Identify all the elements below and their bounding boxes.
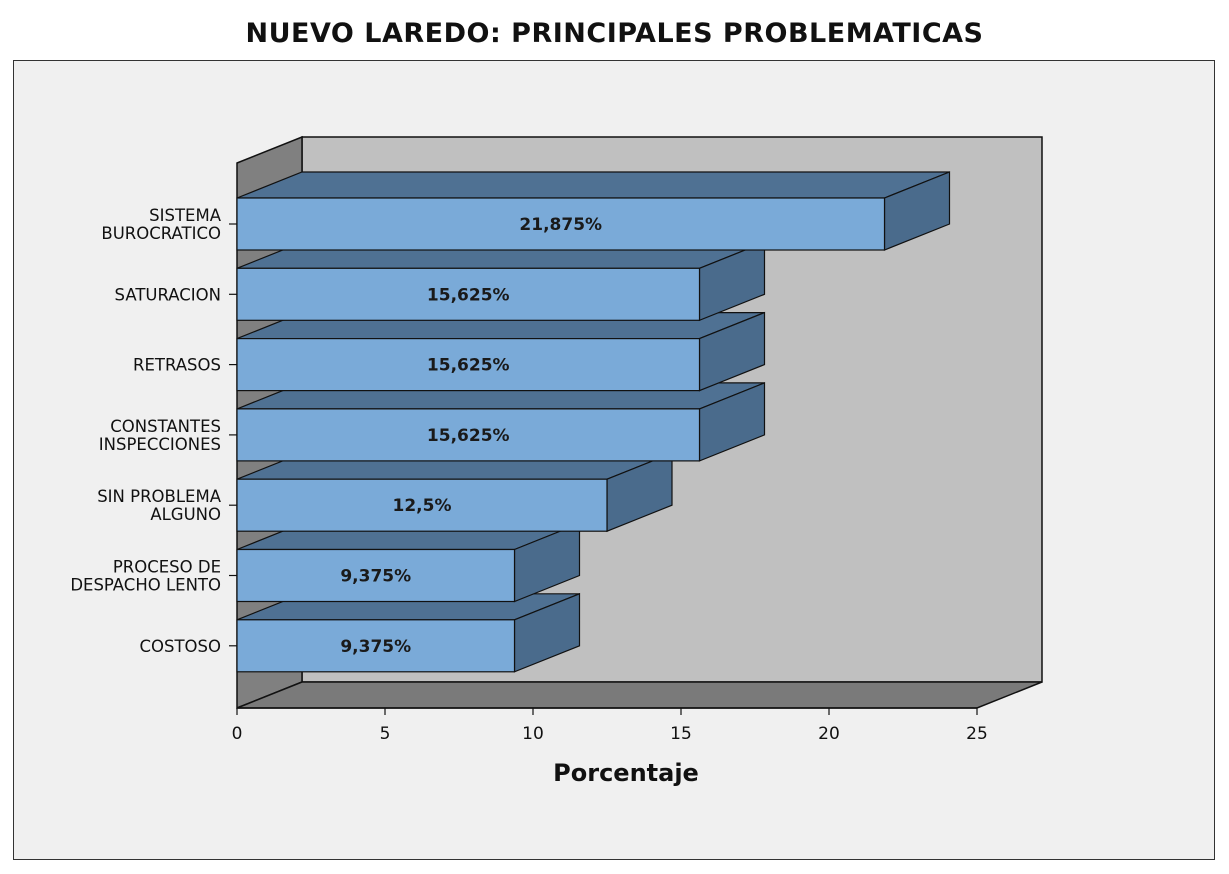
category-label: RETRASOS	[133, 356, 221, 375]
data-label: 12,5%	[393, 496, 452, 516]
bar: 15,625%	[236, 311, 766, 392]
category-label-line: PROCESO DE	[113, 558, 221, 577]
x-tick-label: 0	[232, 724, 243, 744]
bar-front-face	[236, 338, 701, 392]
chart-title: NUEVO LAREDO: PRINCIPALES PROBLEMATICAS	[245, 18, 984, 49]
data-label: 9,375%	[340, 637, 411, 657]
category-label-line: SATURACION	[115, 285, 221, 304]
bar: 15,625%	[236, 382, 766, 462]
x-tick-label: 25	[966, 724, 988, 744]
bars: 9,375% 9,375% 12,5% 15,625% 15,625% 15,625% 21…	[236, 171, 951, 673]
category-label: SATURACION	[115, 285, 221, 304]
bar-front-face	[236, 619, 516, 673]
bar-front-face	[236, 267, 701, 321]
data-label: 15,625%	[427, 426, 510, 446]
category-label-line: DESPACHO LENTO	[70, 576, 221, 595]
category-label-line: CONSTANTES	[110, 417, 221, 436]
category-label-line: ALGUNO	[150, 505, 221, 524]
data-label: 9,375%	[340, 567, 411, 587]
x-tick-label: 5	[380, 724, 391, 744]
category-label-line: SIN PROBLEMA	[97, 487, 222, 506]
category-label: COSTOSO	[139, 637, 221, 656]
category-label: SIN PROBLEMA ALGUNO	[97, 487, 222, 524]
bar: 12,5%	[236, 452, 673, 533]
category-label: CONSTANTES INSPECCIONES	[99, 417, 221, 454]
floor	[236, 681, 1043, 709]
x-tick-label: 20	[818, 724, 840, 744]
bar: 9,375%	[236, 522, 581, 603]
data-label: 15,625%	[427, 356, 510, 376]
category-label: SISTEMA BUROCRATICO	[101, 206, 221, 243]
category-axis: SISTEMA BUROCRATICO SATURACION RETRASOS CONS…	[70, 206, 237, 656]
x-tick-label: 10	[522, 724, 544, 744]
x-axis: 0 5 10 15 20 25	[232, 707, 988, 744]
x-tick-label: 15	[670, 724, 692, 744]
bar-front-face	[236, 548, 516, 603]
category-label-line: COSTOSO	[139, 637, 221, 656]
data-label: 15,625%	[427, 285, 510, 305]
category-label: PROCESO DE DESPACHO LENTO	[70, 558, 221, 595]
x-axis-title: Porcentaje	[553, 759, 699, 787]
bar-front-face	[236, 478, 608, 532]
data-label: 21,875%	[519, 215, 602, 235]
category-label-line: RETRASOS	[133, 356, 221, 375]
bar: 15,625%	[236, 241, 766, 322]
category-label-line: INSPECCIONES	[99, 435, 221, 454]
bar-front-face	[236, 197, 886, 251]
bar: 21,875%	[236, 171, 951, 251]
category-label-line: SISTEMA	[149, 206, 222, 225]
category-label-line: BUROCRATICO	[101, 224, 221, 243]
bar: 9,375%	[236, 592, 581, 673]
bar-top-face	[236, 171, 950, 199]
